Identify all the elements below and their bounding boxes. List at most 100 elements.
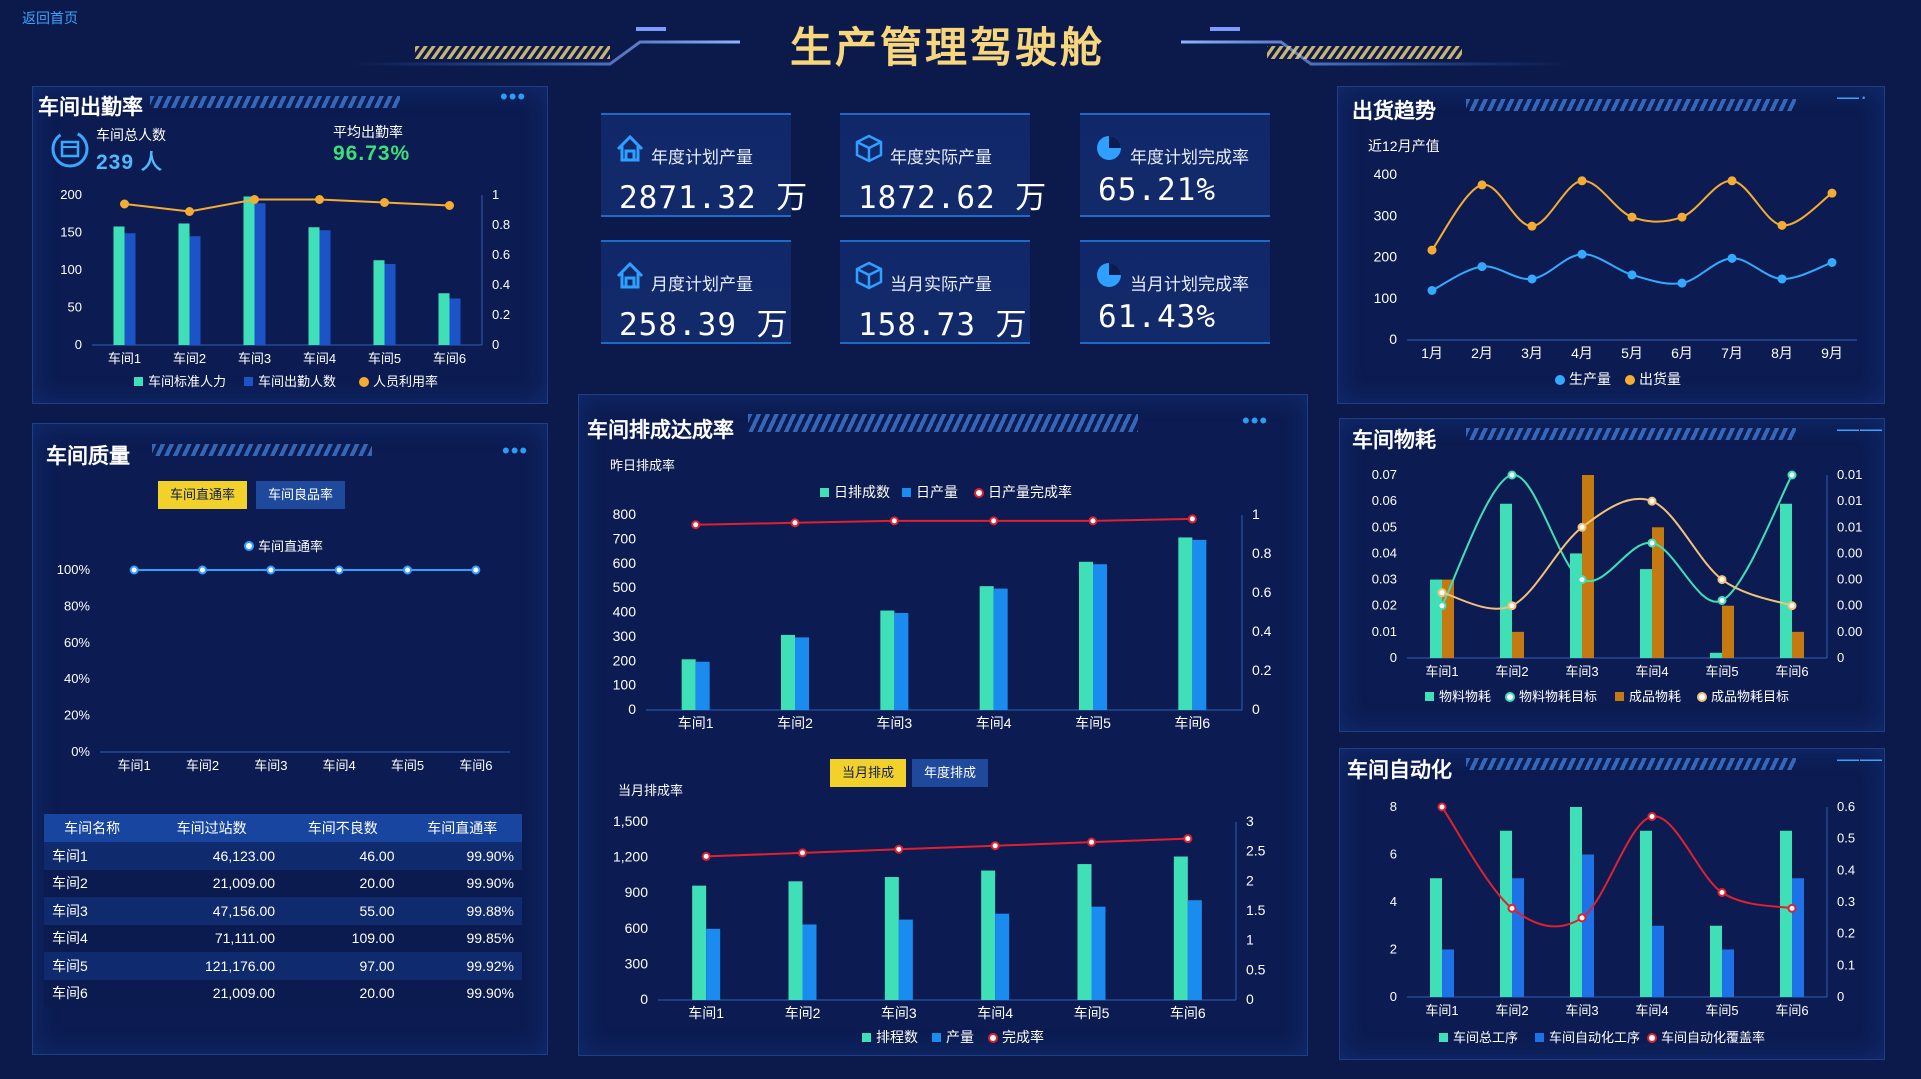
y2-tick-label: 0 <box>1246 991 1254 1007</box>
y-tick-label: 500 <box>613 579 637 595</box>
legend-marker <box>862 1033 871 1042</box>
y2-tick-label: 2.5 <box>1246 843 1266 859</box>
data-point <box>1577 913 1587 923</box>
bar-plan <box>681 659 696 710</box>
table-cell: 车间1 <box>52 847 88 864</box>
x-tick-label: 车间6 <box>1775 664 1808 679</box>
y-tick-label: 200 <box>613 652 637 668</box>
automation-title: 车间自动化 <box>1347 759 1452 782</box>
y2-tick-label: 1.5 <box>1246 902 1266 918</box>
more-icon[interactable]: —— <box>1837 416 1883 441</box>
data-point <box>1527 221 1537 231</box>
x-tick-label: 9月 <box>1821 345 1843 361</box>
table-row[interactable]: 车间3 47,156.00 55.00 99.88% <box>44 897 522 925</box>
y-tick-label: 0 <box>628 701 636 717</box>
legend-marker <box>134 377 143 386</box>
kpi-card[interactable]: 当月实际产量 158.73 万 <box>840 240 1030 344</box>
more-icon[interactable]: ••• <box>502 438 529 463</box>
bar-attendance <box>384 264 396 345</box>
data-point <box>1647 538 1657 548</box>
kpi-card[interactable]: 年度实际产量 1872.62 万 <box>840 113 1046 217</box>
y-tick-label: 300 <box>625 955 649 971</box>
x-tick-label: 6月 <box>1671 345 1693 361</box>
y2-tick-label: 0.1 <box>1837 957 1855 972</box>
more-icon[interactable]: ••• <box>1242 408 1269 433</box>
tab-yearly-schedule[interactable]: 年度排成 <box>912 759 989 787</box>
legend-label: 日产量完成率 <box>988 484 1072 500</box>
bar-standard <box>243 196 255 345</box>
bar-standard <box>373 260 385 345</box>
tab-pass-rate[interactable]: 车间直通率 <box>158 481 248 509</box>
kpi-value: 258.39 万 <box>619 307 789 343</box>
table-row[interactable]: 车间2 21,009.00 20.00 99.90% <box>44 869 522 897</box>
table-row[interactable]: 车间5 121,176.00 97.00 99.92% <box>44 952 522 980</box>
table-header-cell: 车间不良数 <box>307 820 378 836</box>
y-tick-label: 0.04 <box>1372 545 1397 560</box>
y2-tick-label: 0 <box>492 337 499 352</box>
x-tick-label: 车间2 <box>785 1005 821 1021</box>
kpi-value: 1872.62 万 <box>858 180 1048 216</box>
data-point <box>1507 470 1517 480</box>
legend-marker <box>820 488 829 497</box>
x-tick-label: 1月 <box>1421 345 1443 361</box>
x-tick-label: 车间1 <box>1425 664 1458 679</box>
table-row[interactable]: 车间6 21,009.00 20.00 99.90% <box>44 979 522 1007</box>
shipping-title: 出货趋势 <box>1352 100 1436 123</box>
more-icon[interactable]: ••• <box>500 84 527 109</box>
material-chart: 0.07 0.06 0.05 0.04 0.03 0.02 0.01 0 0.01 0.01 0.0… <box>1372 467 1863 704</box>
bar-standard <box>178 223 190 345</box>
y2-tick-label: 0.01 <box>1837 467 1862 482</box>
bar-attendance <box>254 203 266 345</box>
y2-tick-label: 0.00 <box>1837 598 1862 613</box>
more-icon[interactable]: —— <box>1837 746 1883 771</box>
y-tick-label: 800 <box>613 506 637 522</box>
bar-auto <box>1652 925 1664 997</box>
x-tick-label: 车间6 <box>1775 1003 1808 1018</box>
bar-output <box>695 661 710 710</box>
more-icon[interactable]: —· <box>1837 84 1869 109</box>
y-tick-label: 300 <box>1374 207 1398 223</box>
data-point <box>1717 595 1727 605</box>
kpi-card[interactable]: 年度计划产量 2871.32 万 <box>601 113 807 217</box>
x-tick-label: 车间1 <box>688 1005 724 1021</box>
bar-output <box>1091 906 1106 1000</box>
table-row[interactable]: 车间1 46,123.00 46.00 99.90% <box>44 842 522 870</box>
kpi-card[interactable]: 当月计划完成率 61.43% <box>1080 240 1270 344</box>
tab-monthly-schedule[interactable]: 当月排成 <box>830 759 907 787</box>
legend-label: 物料物耗目标 <box>1519 689 1597 704</box>
bar-material <box>1640 569 1652 658</box>
page-title: 生产管理驾驶舱 <box>790 24 1106 71</box>
tab-yield-rate[interactable]: 车间良品率 <box>256 481 346 509</box>
legend-label: 人员利用率 <box>373 374 438 389</box>
kpi-card[interactable]: 年度计划完成率 65.21% <box>1080 113 1270 217</box>
data-point <box>250 195 259 204</box>
y-tick-label: 8 <box>1390 799 1397 814</box>
material-title: 车间物耗 <box>1352 429 1436 452</box>
kpi-card[interactable]: 月度计划产量 258.39 万 <box>601 240 791 344</box>
data-point <box>403 565 412 575</box>
table-row[interactable]: 车间4 71,111.00 109.00 99.85% <box>44 924 522 952</box>
title-stripes <box>1466 758 1796 770</box>
kpi-value: 2871.32 万 <box>619 180 809 216</box>
bar-standard <box>113 226 125 345</box>
back-home-link[interactable]: 返回首页 <box>22 10 78 26</box>
data-point <box>1787 470 1797 480</box>
data-point <box>1627 212 1637 222</box>
shipping-panel <box>1337 86 1885 404</box>
y-tick-label: 60% <box>64 635 90 650</box>
data-point <box>1437 802 1447 812</box>
bar-product <box>1512 631 1524 658</box>
attendance-chart: 200 150 100 50 0 1 0.8 0.6 0.4 0.2 0 车间1 车间2 车间3 车间4 车间… <box>60 187 510 389</box>
legend-marker <box>1505 692 1515 702</box>
y-tick-label: 400 <box>613 604 637 620</box>
x-tick-label: 车间4 <box>303 351 336 366</box>
quality-chart: 车间直通率 100% 80% 60% 40% 20% 0% 车间1 车间2 车间3 车间4 车间5 车间… <box>57 539 510 773</box>
data-point <box>1507 601 1517 611</box>
y2-tick-label: 0.8 <box>492 217 510 232</box>
monthly-chart-label: 当月排成率 <box>618 783 684 798</box>
data-point <box>1577 176 1587 186</box>
schedule-title: 车间排成达成率 <box>587 419 734 442</box>
legend-label: 车间总工序 <box>1453 1030 1518 1045</box>
y-tick-label: 0.05 <box>1372 519 1397 534</box>
title-stripes <box>748 414 1138 432</box>
